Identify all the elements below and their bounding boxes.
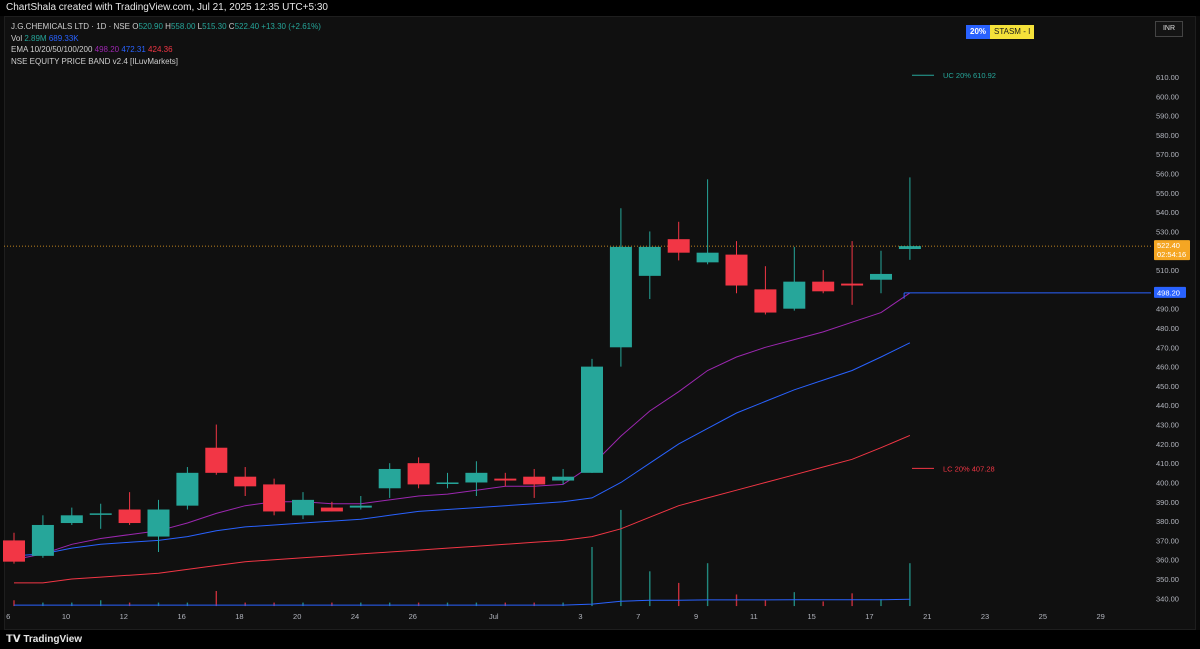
tradingview-logo-text: TradingView: [23, 634, 83, 645]
chart-legend: J.G.CHEMICALS LTD · 1D · NSE O520.90 H55…: [11, 21, 321, 67]
legend-band-row[interactable]: NSE EQUITY PRICE BAND v2.4 [ILuvMarkets]: [11, 56, 321, 68]
legend-ema-row[interactable]: EMA 10/20/50/100/200 498.20 472.31 424.3…: [11, 44, 321, 56]
tradingview-logo: 𝗧𝗩 TradingView: [6, 630, 82, 649]
low-label: L: [197, 22, 203, 31]
symbol-name[interactable]: J.G.CHEMICALS LTD · 1D · NSE: [11, 22, 130, 31]
stasm-badge: STASM - I: [990, 25, 1035, 39]
close-label: C: [228, 22, 235, 31]
chart-frame: [4, 16, 1196, 630]
footer-bar: 𝗧𝗩 TradingView: [0, 630, 1200, 649]
tradingview-logo-glyph: 𝗧𝗩: [6, 634, 24, 645]
change-value: +13.30 (+2.61%): [261, 22, 321, 31]
low-value: 515.30: [202, 22, 227, 31]
volume-ma-value: 689.33K: [48, 33, 79, 43]
ema10-value: 498.20: [94, 45, 120, 54]
ema-label: EMA 10/20/50/100/200: [11, 45, 93, 54]
close-value: 522.40: [234, 22, 260, 31]
ema20-value: 472.31: [121, 45, 146, 54]
header-text: ChartShala created with TradingView.com,…: [6, 2, 328, 13]
band-indicator-label: NSE EQUITY PRICE BAND v2.4 [ILuvMarkets]: [11, 56, 179, 66]
volume-label: Vol: [11, 33, 23, 43]
high-value: 558.00: [170, 22, 196, 31]
open-label: O: [132, 22, 139, 31]
legend-volume-row[interactable]: Vol 2.89M 689.33K: [11, 33, 321, 45]
volume-value: 2.89M: [24, 33, 47, 43]
currency-button[interactable]: INR: [1155, 21, 1183, 37]
ema50-value: 424.36: [148, 45, 173, 54]
open-value: 520.90: [138, 22, 163, 31]
export-header: ChartShala created with TradingView.com,…: [0, 0, 1200, 16]
high-label: H: [165, 22, 171, 31]
legend-symbol-row: J.G.CHEMICALS LTD · 1D · NSE O520.90 H55…: [11, 21, 321, 33]
price-band-percent-badge: 20%: [966, 25, 991, 39]
